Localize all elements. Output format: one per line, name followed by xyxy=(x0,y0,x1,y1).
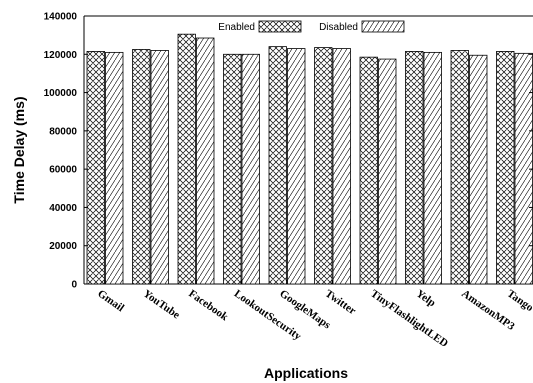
bar-disabled-lookoutsecurity xyxy=(241,53,260,285)
bar-enabled-gmail xyxy=(86,51,105,285)
x-tick-label: Facebook xyxy=(186,288,231,324)
x-tick-label: YouTube xyxy=(141,288,182,322)
bar-disabled-yelp xyxy=(423,51,442,285)
y-tick-label: 0 xyxy=(71,280,77,291)
x-tick-label: Gmail xyxy=(95,288,126,315)
x-tick-label: TinyFlashlightLED xyxy=(368,288,450,350)
bar-enabled-twitter xyxy=(314,47,333,285)
x-tick-label: Twitter xyxy=(323,288,358,318)
y-tick-label: 60000 xyxy=(49,165,77,176)
y-tick-label: 140000 xyxy=(44,12,78,23)
bar-disabled-tinyflashlightled xyxy=(378,58,397,285)
bars xyxy=(86,33,533,285)
y-ticks: 0 20000 40000 60000 80000 100000 120000 140000 xyxy=(44,12,533,291)
bar-enabled-yelp xyxy=(405,51,424,285)
bar-disabled-youtube xyxy=(150,50,169,285)
bar-enabled-googlemaps xyxy=(268,46,287,285)
legend-label-disabled: Disabled xyxy=(319,22,358,33)
bar-enabled-lookoutsecurity xyxy=(223,53,242,285)
y-tick-label: 20000 xyxy=(49,241,77,252)
y-tick-label: 120000 xyxy=(44,50,78,61)
legend: Enabled Disabled xyxy=(218,20,405,33)
bar-disabled-googlemaps xyxy=(287,48,306,285)
bar-disabled-amazonmp3 xyxy=(469,54,488,285)
x-axis-title: Applications xyxy=(264,365,348,381)
y-tick-label: 40000 xyxy=(49,203,77,214)
bar-disabled-gmail xyxy=(105,51,124,285)
bar-disabled-twitter xyxy=(332,48,351,285)
x-tick-labels: Gmail YouTube Facebook LookoutSecurityGoogl… xyxy=(95,288,533,350)
y-axis-title: Time Delay (ms) xyxy=(11,96,27,203)
bar-enabled-tango xyxy=(496,51,515,285)
legend-swatch-disabled xyxy=(361,20,405,33)
bar-enabled-facebook xyxy=(177,33,196,285)
x-tick-label: Tango xyxy=(505,288,533,315)
legend-swatch-enabled xyxy=(258,20,302,33)
bar-enabled-youtube xyxy=(132,49,151,285)
y-tick-label: 100000 xyxy=(44,88,78,99)
bar-disabled-facebook xyxy=(196,37,215,285)
y-tick-label: 80000 xyxy=(49,126,77,137)
bar-enabled-amazonmp3 xyxy=(450,50,469,285)
legend-label-enabled: Enabled xyxy=(218,22,255,33)
x-tick-label: Yelp xyxy=(414,288,438,310)
bar-enabled-tinyflashlightled xyxy=(359,56,378,285)
